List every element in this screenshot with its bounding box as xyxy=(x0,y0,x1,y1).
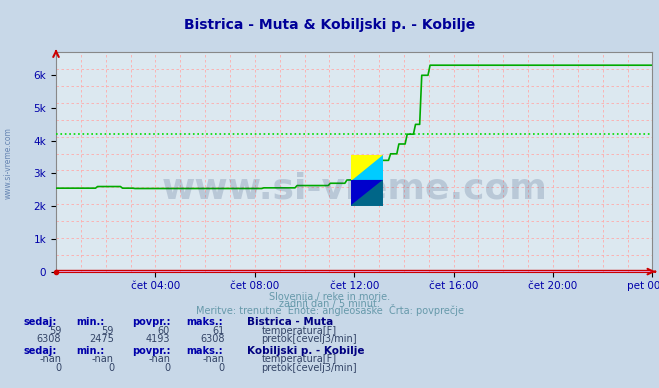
Text: maks.:: maks.: xyxy=(186,317,223,327)
Text: 4193: 4193 xyxy=(146,334,170,344)
Text: Kobiljski p. - Kobilje: Kobiljski p. - Kobilje xyxy=(247,346,364,356)
Text: -nan: -nan xyxy=(203,354,225,364)
Text: temperatura[F]: temperatura[F] xyxy=(262,326,337,336)
Text: www.si-vreme.com: www.si-vreme.com xyxy=(3,127,13,199)
Text: 0: 0 xyxy=(108,363,114,373)
Text: povpr.:: povpr.: xyxy=(132,317,170,327)
Text: 0: 0 xyxy=(164,363,170,373)
Text: maks.:: maks.: xyxy=(186,346,223,356)
Text: 6308: 6308 xyxy=(200,334,225,344)
Text: Bistrica - Muta: Bistrica - Muta xyxy=(247,317,333,327)
Text: 0: 0 xyxy=(219,363,225,373)
Text: 61: 61 xyxy=(212,326,225,336)
Text: 60: 60 xyxy=(158,326,170,336)
Text: 59: 59 xyxy=(101,326,114,336)
Polygon shape xyxy=(351,181,383,206)
Text: min.:: min.: xyxy=(76,346,104,356)
Text: www.si-vreme.com: www.si-vreme.com xyxy=(161,171,547,205)
Text: 2475: 2475 xyxy=(89,334,114,344)
Text: temperatura[F]: temperatura[F] xyxy=(262,354,337,364)
Text: Slovenija / reke in morje.: Slovenija / reke in morje. xyxy=(269,291,390,301)
Text: povpr.:: povpr.: xyxy=(132,346,170,356)
Text: 0: 0 xyxy=(55,363,61,373)
Polygon shape xyxy=(351,156,383,181)
Text: -nan: -nan xyxy=(40,354,61,364)
Text: 59: 59 xyxy=(49,326,61,336)
Text: zadnji dan / 5 minut.: zadnji dan / 5 minut. xyxy=(279,298,380,308)
Text: 6308: 6308 xyxy=(37,334,61,344)
Text: pretok[čevelj3/min]: pretok[čevelj3/min] xyxy=(262,362,357,373)
Text: -nan: -nan xyxy=(92,354,114,364)
Text: sedaj:: sedaj: xyxy=(23,317,57,327)
Text: pretok[čevelj3/min]: pretok[čevelj3/min] xyxy=(262,334,357,344)
Text: sedaj:: sedaj: xyxy=(23,346,57,356)
Text: -nan: -nan xyxy=(148,354,170,364)
Text: Meritve: trenutne  Enote: angleosaške  Črta: povprečje: Meritve: trenutne Enote: angleosaške Črt… xyxy=(196,303,463,315)
Polygon shape xyxy=(351,181,383,206)
Text: min.:: min.: xyxy=(76,317,104,327)
Polygon shape xyxy=(351,156,383,181)
Text: Bistrica - Muta & Kobiljski p. - Kobilje: Bistrica - Muta & Kobiljski p. - Kobilje xyxy=(184,18,475,32)
